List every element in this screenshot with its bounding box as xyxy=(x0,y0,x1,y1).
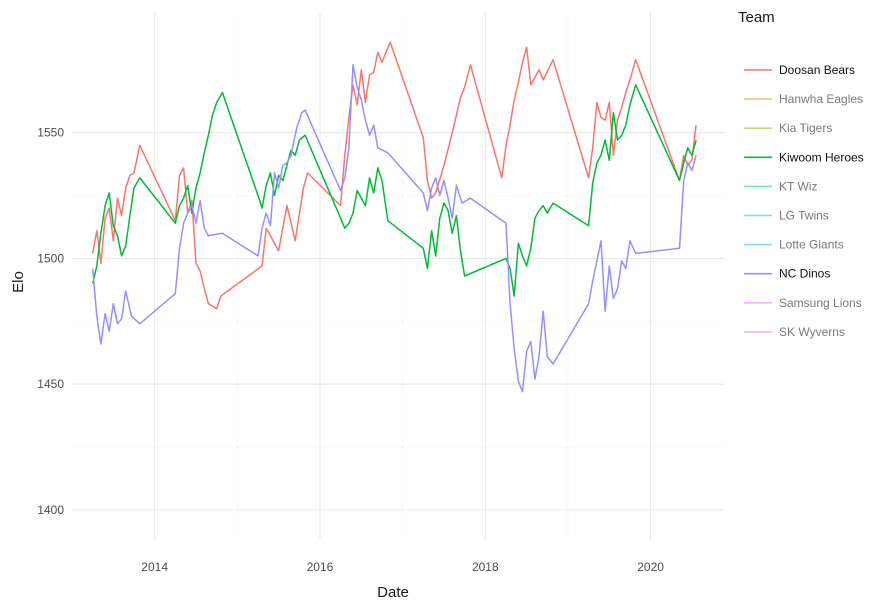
legend-label: Hanwha Eagles xyxy=(779,92,863,106)
legend-item-kia-tigers: Kia Tigers xyxy=(744,121,832,135)
y-tick-label: 1450 xyxy=(37,377,64,391)
legend-label: Kia Tigers xyxy=(779,121,832,135)
legend-item-kt-wiz: KT Wiz xyxy=(744,179,817,193)
legend-label: Lotte Giants xyxy=(779,238,844,252)
y-tick-label: 1550 xyxy=(37,126,64,140)
x-tick-label: 2014 xyxy=(141,560,168,574)
legend-item-doosan-bears: Doosan Bears xyxy=(744,63,855,77)
x-tick-label: 2016 xyxy=(307,560,334,574)
legend-label: LG Twins xyxy=(779,209,829,223)
legend-items: Doosan Bears Hanwha Eagles Kia Tigers Kiwoo… xyxy=(744,63,864,339)
legend-item-lotte-giants: Lotte Giants xyxy=(744,238,844,252)
legend-item-lg-twins: LG Twins xyxy=(744,209,829,223)
y-tick-label: 1500 xyxy=(37,251,64,265)
legend-title: Team xyxy=(738,9,775,26)
x-tick-label: 2018 xyxy=(472,560,499,574)
legend-item-nc-dinos: NC Dinos xyxy=(744,267,830,281)
axis-ticks: 1400 1450 1500 1550 2014 2016 2018 2020 xyxy=(37,126,664,574)
plot-lines xyxy=(91,41,697,393)
legend-label: Samsung Lions xyxy=(779,296,862,310)
series-line-kiwoom-heroes xyxy=(91,84,697,297)
legend-item-samsung-lions: Samsung Lions xyxy=(744,296,862,310)
grid xyxy=(72,12,725,540)
series-line-doosan-bears xyxy=(91,41,697,310)
legend-label: NC Dinos xyxy=(779,267,830,281)
legend-item-kiwoom-heroes: Kiwoom Heroes xyxy=(744,150,864,164)
legend-item-sk-wyverns: SK Wyverns xyxy=(744,325,845,339)
y-axis-title: Elo xyxy=(10,271,27,293)
x-axis-title: Date xyxy=(377,584,409,601)
y-tick-label: 1400 xyxy=(37,503,64,517)
legend-label: Kiwoom Heroes xyxy=(779,150,864,164)
legend-item-hanwha-eagles: Hanwha Eagles xyxy=(744,92,863,106)
x-tick-label: 2020 xyxy=(637,560,664,574)
legend-label: KT Wiz xyxy=(779,179,817,193)
series-line-nc-dinos xyxy=(91,64,697,393)
legend-label: Doosan Bears xyxy=(779,63,855,77)
legend: Team Doosan Bears Hanwha Eagles Kia Tigers… xyxy=(738,9,864,339)
legend-label: SK Wyverns xyxy=(779,325,845,339)
